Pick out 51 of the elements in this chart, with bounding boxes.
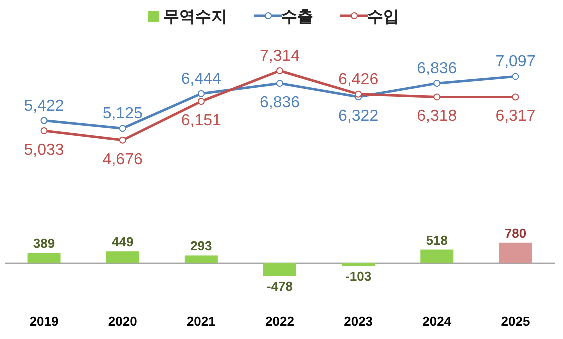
x-tick-label: 2021	[186, 314, 216, 329]
x-tick-label: 2025	[501, 314, 530, 329]
data-label: -103	[346, 269, 372, 284]
point	[40, 117, 48, 124]
bar	[499, 242, 532, 264]
x-tick-label: 2023	[344, 314, 374, 329]
bar	[264, 263, 296, 276]
data-label: 6,836	[417, 60, 458, 78]
legend-label: 수출	[282, 9, 314, 26]
data-label: 6,426	[338, 71, 379, 88]
point	[512, 94, 520, 101]
data-label: 293	[190, 238, 212, 254]
bar	[420, 250, 454, 264]
data-label: 6,151	[181, 112, 222, 130]
bar	[184, 256, 218, 264]
data-label: 449	[112, 234, 134, 250]
point	[40, 128, 48, 135]
data-label: 389	[33, 236, 56, 252]
point	[434, 80, 441, 88]
data-label: 7,314	[260, 48, 300, 65]
point	[119, 125, 126, 132]
data-label: 5,125	[102, 106, 143, 123]
point	[119, 136, 126, 144]
data-label: 5,033	[24, 142, 64, 160]
x-tick-label: 2019	[30, 314, 59, 329]
x-tick-label: 2020	[108, 314, 138, 329]
data-label: 518	[426, 232, 448, 248]
point	[434, 94, 441, 101]
data-label: 780	[504, 226, 527, 241]
data-label: 6,318	[417, 108, 458, 126]
x-tick-label: 2022	[266, 314, 294, 329]
bar	[342, 263, 376, 266]
data-label: 4,676	[102, 151, 143, 168]
bar	[106, 252, 140, 264]
data-label: 5,422	[24, 98, 64, 115]
point	[276, 80, 284, 88]
data-label: 7,097	[496, 54, 536, 71]
x-tick-label: 2024	[422, 314, 452, 329]
point	[276, 68, 284, 74]
point	[355, 90, 362, 98]
data-label: 6,836	[260, 94, 300, 112]
data-label: 6,317	[496, 108, 536, 126]
legend-label: 수입	[368, 9, 400, 26]
data-label: 6,444	[181, 70, 222, 88]
legend-label: 무역수지	[164, 9, 228, 26]
data-label: -478	[266, 279, 294, 294]
point	[512, 73, 520, 80]
point	[198, 90, 205, 98]
bar	[28, 253, 61, 264]
data-label: 6,322	[338, 108, 379, 126]
point	[198, 98, 205, 106]
